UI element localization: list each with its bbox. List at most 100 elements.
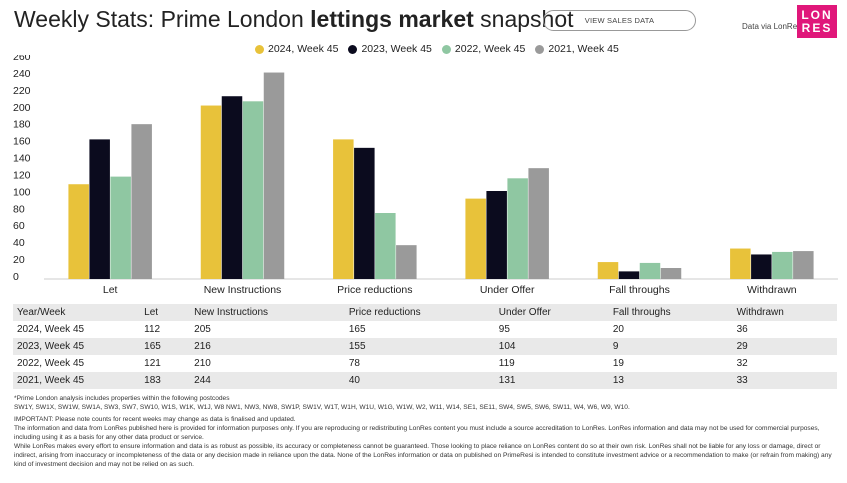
bar — [597, 262, 619, 279]
table-row: 2024, Week 45 112 205 165 95 20 36 — [13, 321, 837, 338]
x-tick-label: Price reductions — [337, 284, 412, 296]
bar — [354, 147, 375, 279]
legend-swatch — [535, 44, 545, 54]
table-cell: 19 — [612, 358, 624, 369]
y-tick-label: 260 — [13, 55, 31, 63]
table-cell: 29 — [736, 341, 748, 352]
x-tick-label: New Instructions — [204, 284, 282, 296]
y-tick-label: 120 — [13, 169, 31, 181]
bar — [730, 248, 751, 279]
bar — [396, 245, 417, 279]
table-cell: 78 — [348, 358, 360, 369]
x-tick-label: Fall throughs — [609, 284, 670, 296]
bar — [131, 124, 152, 280]
disclaimer-note: While LonRes makes every effort to ensur… — [14, 443, 832, 468]
bar — [200, 105, 222, 280]
table-cell: 165 — [144, 341, 161, 352]
bar — [333, 139, 354, 279]
legend-swatch — [441, 44, 451, 54]
y-tick-label: 60 — [13, 220, 25, 232]
y-tick-label: 160 — [13, 136, 31, 148]
table-row: 2021, Week 45 183 244 40 131 13 33 — [13, 372, 837, 389]
bar — [89, 139, 110, 279]
legend-item: 2021, Week 45 — [535, 43, 619, 55]
table-header-cell: Let — [144, 307, 159, 318]
table-row: 2022, Week 45 121 210 78 119 19 32 — [13, 355, 837, 372]
legend-item: 2023, Week 45 — [348, 43, 432, 55]
table-cell: 40 — [348, 375, 360, 386]
table-cell: 244 — [194, 375, 211, 386]
table-cell: 36 — [736, 324, 748, 335]
legend-item: 2022, Week 45 — [441, 43, 526, 55]
y-tick-label: 20 — [13, 254, 25, 266]
bar — [772, 251, 793, 279]
table-cell: 210 — [194, 358, 211, 369]
y-tick-label: 100 — [13, 186, 31, 198]
y-tick-label: 140 — [13, 153, 31, 165]
table-cell: 165 — [348, 324, 366, 335]
bar — [375, 213, 396, 279]
table-cell: 216 — [194, 341, 211, 352]
bar — [465, 198, 486, 279]
y-tick-label: 0 — [13, 271, 19, 283]
stats-table: Year/Week Let New Instructions Price reduct… — [13, 304, 837, 389]
bar — [486, 191, 507, 279]
legend-swatch — [255, 44, 264, 54]
table-cell: 119 — [498, 358, 515, 369]
table-cell: 121 — [144, 358, 161, 369]
info-note: The information and data from LonRes pub… — [14, 425, 820, 441]
table-cell: 20 — [612, 324, 624, 335]
postcodes-intro: *Prime London analysis includes properti… — [14, 395, 230, 402]
x-tick-label: Withdrawn — [747, 284, 797, 296]
table-cell: 2023, Week 45 — [17, 341, 85, 352]
data-source-label: Data via LonRes — [742, 22, 802, 31]
bar — [660, 268, 682, 279]
table-header-cell: Under Offer — [498, 307, 551, 318]
table-header-cell: New Instructions — [194, 307, 269, 318]
table-cell: 104 — [498, 341, 516, 352]
table-cell: 32 — [736, 358, 748, 369]
bar — [242, 101, 264, 279]
chart-legend: 2024, Week 45 2023, Week 45 2022, Week 45 2… — [255, 43, 619, 55]
table-cell: 131 — [498, 375, 516, 386]
bar — [639, 262, 661, 279]
table-cell: 95 — [498, 324, 510, 335]
bar — [618, 271, 640, 279]
table-cell: 9 — [612, 341, 619, 352]
table-row: 2023, Week 45 165 216 155 104 9 29 — [13, 338, 837, 355]
bar — [263, 72, 285, 280]
y-tick-label: 40 — [13, 237, 25, 249]
lonres-logo[interactable]: LON RES — [797, 5, 837, 38]
legend-swatch — [348, 44, 358, 54]
table-header-cell: Price reductions — [348, 307, 421, 318]
legend-item: 2024, Week 45 — [255, 43, 338, 55]
page-title: Weekly Stats: Prime London lettings mark… — [14, 6, 574, 32]
table-header-row: Year/Week Let New Instructions Price reduct… — [13, 304, 837, 321]
table-cell: 2021, Week 45 — [17, 375, 85, 386]
table-cell: 112 — [144, 324, 161, 335]
table-header-cell: Year/Week — [17, 307, 66, 318]
x-tick-label: Under Offer — [480, 284, 535, 296]
table-cell: 2024, Week 45 — [17, 324, 85, 335]
legend-label: 2021, Week 45 — [548, 43, 619, 55]
bar — [751, 254, 772, 279]
legend-label: 2023, Week 45 — [361, 43, 432, 55]
table-cell: 205 — [194, 324, 211, 335]
important-note: IMPORTANT: Please note counts for recent… — [14, 416, 296, 423]
legend-label: 2022, Week 45 — [454, 43, 526, 55]
table-cell: 33 — [736, 375, 748, 386]
view-sales-data-button[interactable]: VIEW SALES DATA — [543, 10, 696, 31]
x-tick-label: Let — [103, 284, 118, 296]
table-cell: 183 — [144, 375, 161, 386]
footnotes: *Prime London analysis includes properti… — [14, 394, 834, 469]
bar — [507, 178, 528, 279]
bar-chart: 0 20 40 60 80 100 120 140 160 180 200 220 240 260 Let N… — [13, 55, 838, 296]
bar — [221, 96, 243, 279]
table-cell: 2022, Week 45 — [17, 358, 85, 369]
bar — [110, 176, 131, 279]
y-tick-label: 80 — [13, 203, 25, 215]
table-header-cell: Withdrawn — [736, 307, 784, 318]
bar — [528, 168, 549, 279]
postcodes-list: SW1Y, SW1X, SW1W, SW1A, SW3, SW7, SW10, … — [14, 404, 630, 411]
y-tick-label: 180 — [13, 119, 31, 131]
